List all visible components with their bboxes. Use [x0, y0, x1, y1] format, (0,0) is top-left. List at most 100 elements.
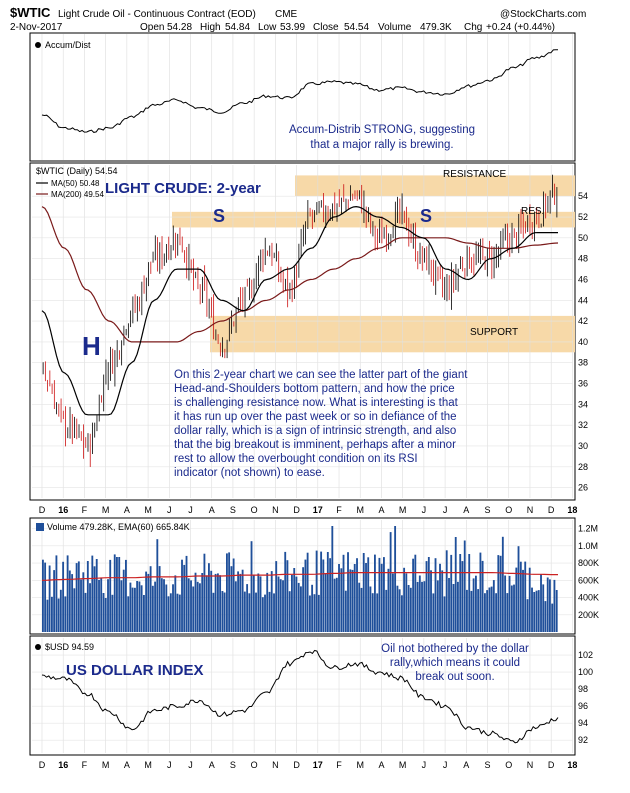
volume-bar [475, 575, 477, 632]
volume-bar [322, 559, 325, 632]
x-tick-label: M [144, 760, 152, 770]
volume-bar [51, 596, 53, 632]
volume-bar [55, 555, 58, 632]
volume-bar [385, 589, 388, 632]
x-tick-label: N [272, 505, 279, 515]
volume-bar [181, 559, 183, 632]
chart-header: $WTIC Light Crude Oil - Continuous Contr… [10, 5, 586, 33]
volume-bar [344, 590, 347, 632]
volume-bar [282, 580, 284, 632]
volume-bar [91, 555, 94, 632]
volume-bar [300, 586, 302, 632]
volume-bar [73, 588, 76, 632]
x-tick-label: M [356, 760, 364, 770]
usd-tick-label: 92 [578, 735, 588, 745]
price-tick-label: 28 [578, 462, 588, 472]
volume-bar [82, 572, 85, 632]
volume-bar [68, 570, 71, 632]
volume-tick-label: 600K [578, 575, 599, 585]
volume-bar [376, 593, 379, 632]
x-tick-label: F [336, 505, 342, 515]
volume-bar [448, 578, 450, 632]
usd-line [41, 649, 559, 744]
symbol: $WTIC [10, 5, 51, 20]
x-tick-label: J [422, 505, 427, 515]
volume-bar [178, 594, 181, 632]
usd-note-line-1: Oil not bothered by the dollar [381, 643, 529, 655]
volume-bar [427, 557, 430, 632]
volume-bar [472, 578, 475, 632]
price-zone [295, 175, 575, 197]
volume-bar [293, 568, 296, 632]
volume-bar [392, 573, 394, 632]
accum-panel: Accum/Dist Accum-Distrib STRONG, suggest… [35, 34, 573, 160]
ma50-legend: MA(50) 50.48 [51, 179, 100, 188]
low-label: Low [258, 22, 277, 33]
volume-bar [383, 557, 385, 632]
volume-bar [295, 576, 298, 632]
volume-bar [57, 598, 60, 632]
price-tick-label: 54 [578, 191, 588, 201]
volume-bar [490, 586, 493, 632]
volume-bar [329, 558, 332, 632]
volume-bar [241, 569, 244, 632]
volume-bar [479, 552, 482, 632]
volume-bar [499, 555, 502, 632]
price-tick-label: 30 [578, 441, 588, 451]
x-tick-label: M [399, 505, 407, 515]
volume-bar [544, 601, 547, 632]
volume-bar [89, 583, 91, 632]
volume-bar [212, 592, 215, 632]
accum-panel-frame [29, 32, 576, 162]
volume-bar [259, 576, 262, 632]
volume-bar [154, 581, 157, 632]
volume-bar [98, 579, 100, 632]
volume-bar [192, 586, 195, 632]
volume-bar [131, 587, 134, 632]
x-tick-label: O [251, 760, 258, 770]
volume-bar [42, 559, 44, 632]
volume-bar [396, 585, 399, 632]
volume-bar [418, 575, 421, 632]
x-tick-label: J [188, 505, 193, 515]
usd-note-line-2: rally,which means it could [390, 657, 520, 669]
commentary-line-7: rest to allow the overbought condition o… [174, 453, 418, 465]
commentary-line-6: that the big breakout is imminent, perha… [174, 439, 456, 451]
volume-bar [501, 536, 504, 632]
x-tick-label: S [485, 760, 491, 770]
volume-bar [143, 595, 145, 632]
volume-bar [134, 587, 136, 632]
x-tick-label: J [167, 505, 172, 515]
x-tick-label: D [293, 760, 300, 770]
x-tick-label: D [548, 505, 555, 515]
volume-bar [349, 569, 352, 632]
volume-bar [252, 575, 255, 632]
volume-tick-label: 400K [578, 593, 599, 603]
usd-legend: $USD 94.59 [45, 642, 94, 652]
volume-bar [315, 550, 318, 632]
volume-bar [338, 564, 340, 632]
commentary-line-4: it has run up over the past week or so i… [174, 411, 457, 423]
volume-bar [44, 562, 47, 632]
commentary-line-2: Head-and-Shoulders bottom pattern, and h… [174, 383, 455, 395]
volume-bar [149, 566, 152, 632]
volume-bar [264, 594, 266, 632]
x-tick-label: O [505, 505, 512, 515]
volume-bar [365, 563, 367, 632]
volume-bar [111, 594, 114, 632]
volume-bar [416, 581, 419, 632]
commentary-line-1: On this 2-year chart we can see the latt… [174, 369, 468, 381]
x-tick-label: A [463, 760, 469, 770]
left-shoulder-label: S [213, 206, 225, 226]
volume-bar [306, 552, 309, 632]
volume-bar [48, 565, 51, 632]
x-tick-label: D [39, 505, 46, 515]
price-y-axis: 26 28 30 32 34 36 38 40 42 44 46 48 50 52 54 [578, 191, 588, 492]
volume-bar [317, 594, 320, 632]
volume-bar [380, 563, 383, 632]
volume-bar [196, 581, 199, 632]
volume-bar [407, 585, 410, 632]
price-big-title: LIGHT CRUDE: 2-year [105, 180, 261, 197]
x-tick-label: M [144, 505, 152, 515]
volume-bar [156, 539, 159, 632]
